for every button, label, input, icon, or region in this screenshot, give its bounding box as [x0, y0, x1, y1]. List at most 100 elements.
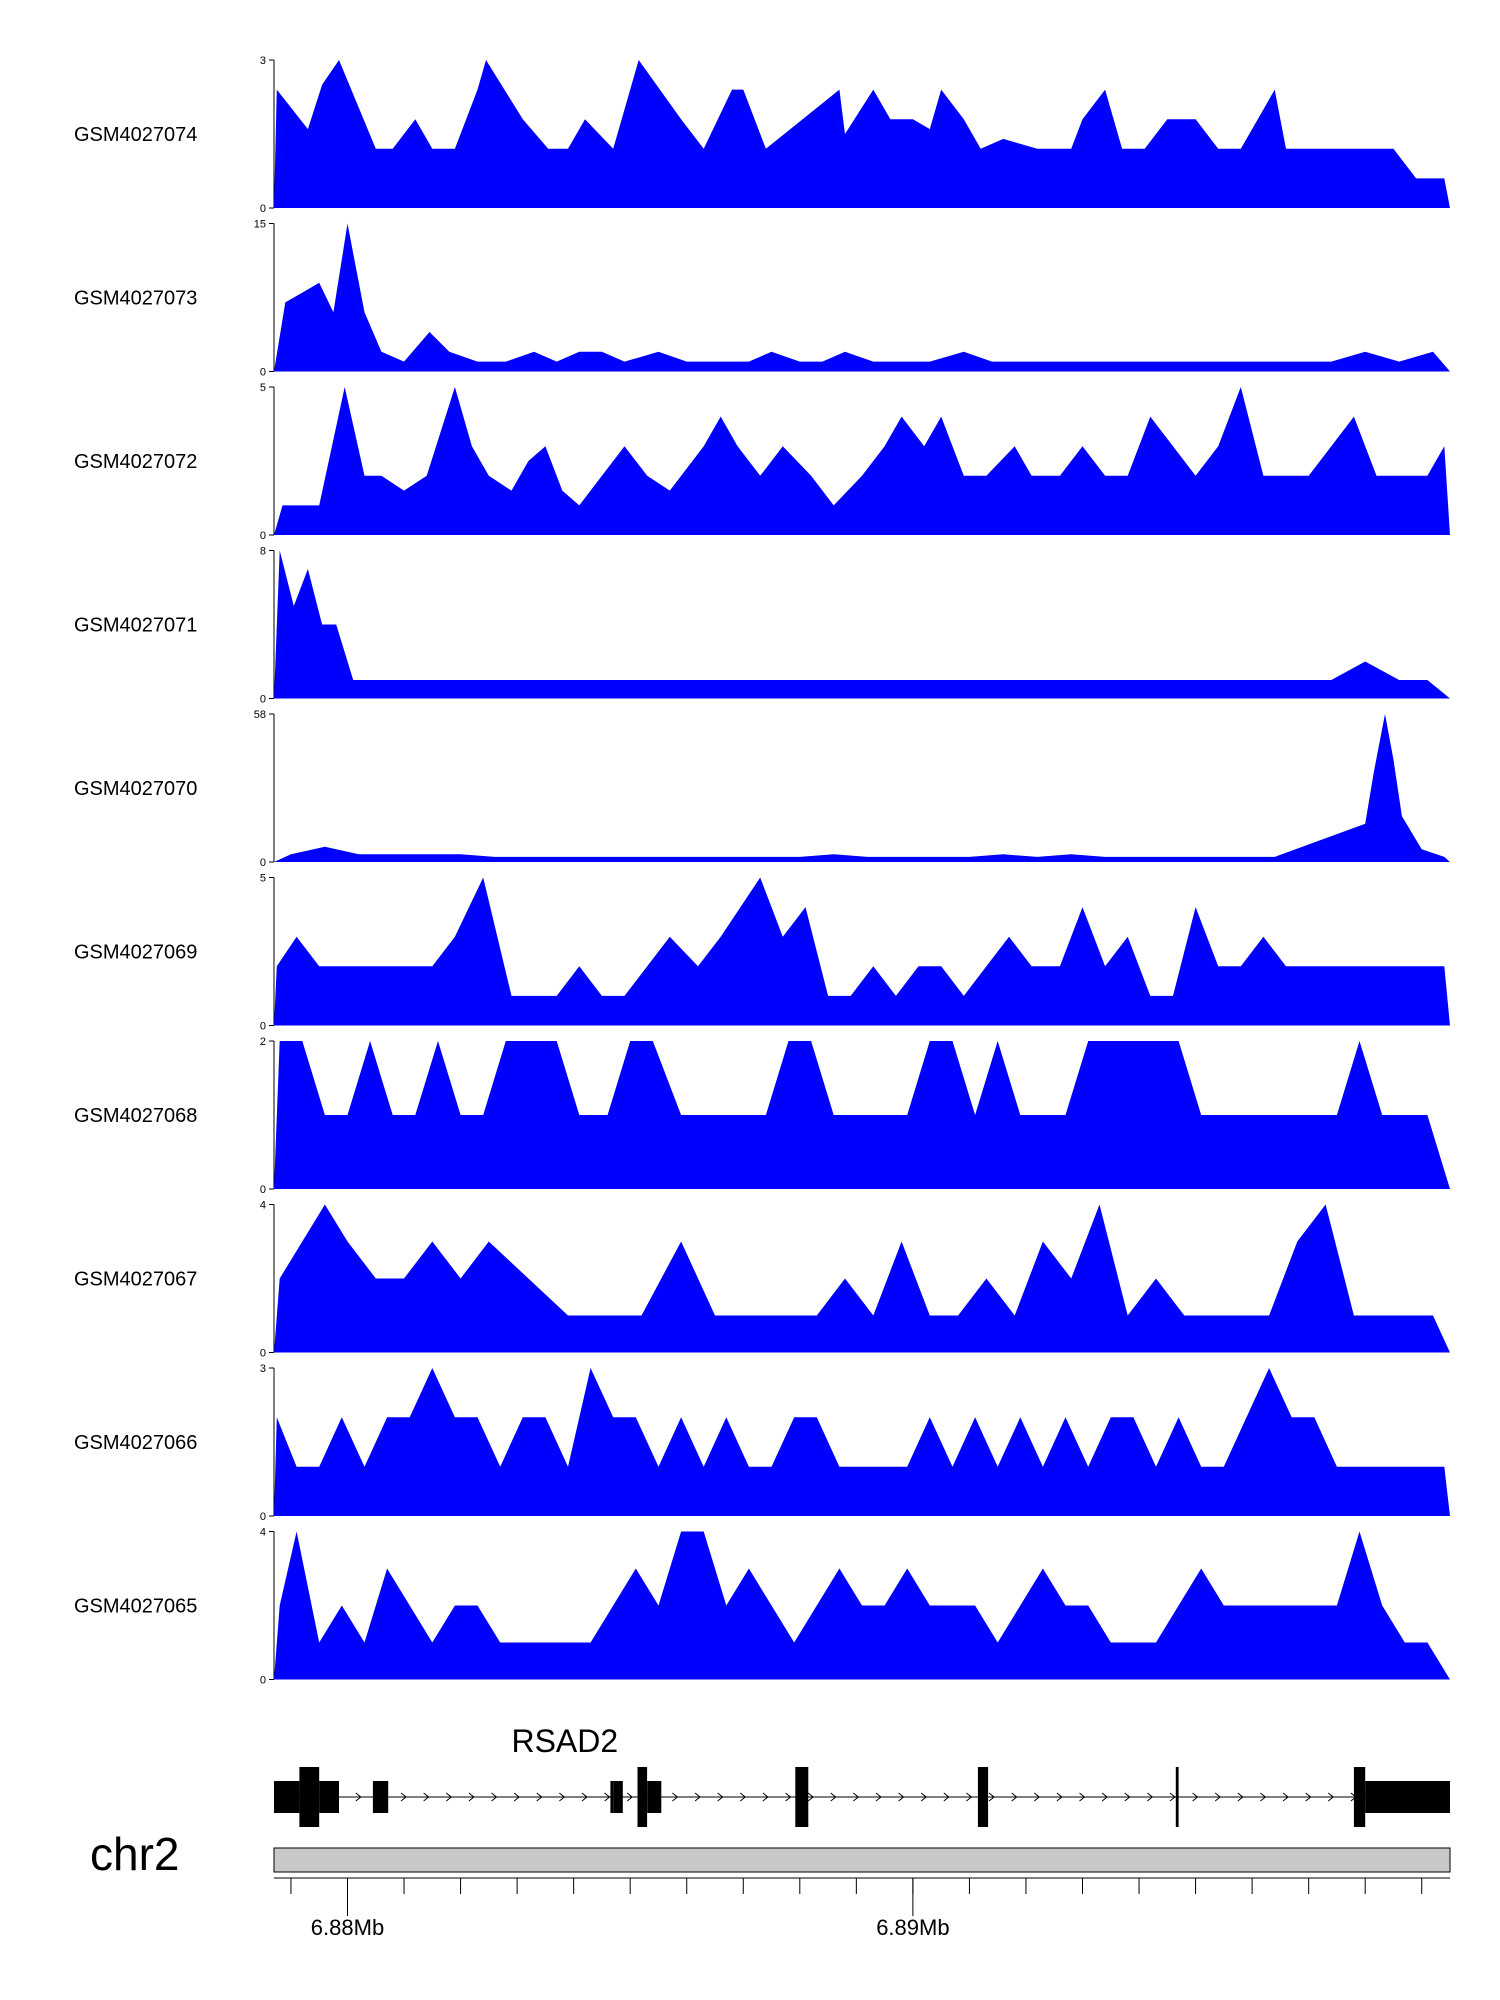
strand-arrow — [830, 1792, 837, 1802]
strand-arrow — [513, 1792, 520, 1802]
strand-arrow — [1079, 1792, 1086, 1802]
strand-arrow — [1327, 1792, 1335, 1802]
strand-arrow — [898, 1792, 905, 1802]
track-GSM4027071: GSM4027071 8 0 — [74, 546, 1450, 706]
track-label: GSM4027072 — [74, 451, 197, 473]
coverage-area — [274, 1041, 1450, 1189]
genome-axis-label: 6.88Mb — [311, 1915, 384, 1940]
strand-arrow — [1169, 1792, 1176, 1802]
track-GSM4027066: GSM4027066 3 0 — [74, 1363, 1450, 1523]
y-tick-label-max: 3 — [260, 1363, 266, 1375]
strand-arrow — [1101, 1792, 1108, 1802]
track-label: GSM4027065 — [74, 1596, 197, 1618]
exon-cds — [977, 1767, 989, 1827]
exon-utr — [610, 1781, 614, 1813]
strand-arrow — [920, 1792, 927, 1802]
strand-arrow — [1192, 1792, 1199, 1802]
y-tick-label-max: 15 — [254, 219, 266, 231]
y-tick-label-max: 5 — [260, 873, 266, 885]
exon-utr — [1365, 1781, 1450, 1813]
track-label: GSM4027070 — [74, 778, 197, 800]
exon-cds — [795, 1767, 809, 1827]
exon-cds — [1175, 1767, 1179, 1827]
exon-utr — [319, 1781, 339, 1813]
y-tick-label-max: 5 — [260, 382, 266, 394]
strand-arrow — [785, 1792, 792, 1802]
strand-arrow — [717, 1792, 724, 1802]
exon-cds — [1353, 1767, 1366, 1827]
y-tick-label-zero: 0 — [260, 530, 266, 542]
track-GSM4027065: GSM4027065 4 0 — [74, 1527, 1450, 1687]
y-tick-label-zero: 0 — [260, 694, 266, 706]
strand-arrow — [626, 1792, 633, 1802]
strand-arrow — [423, 1792, 430, 1802]
strand-arrow — [1260, 1792, 1267, 1802]
strand-arrow — [536, 1792, 543, 1802]
strand-arrow — [1305, 1792, 1312, 1802]
coverage-area — [274, 1368, 1450, 1516]
strand-arrow — [445, 1792, 453, 1802]
y-tick-label-max: 8 — [260, 546, 266, 558]
strand-arrow — [875, 1792, 882, 1802]
exon-utr — [647, 1781, 662, 1813]
track-label: GSM4027074 — [74, 124, 197, 146]
coverage-area — [274, 714, 1450, 862]
strand-arrow — [943, 1792, 950, 1802]
chromosome-axis: chr2 6.88Mb 6.89Mb — [90, 1828, 1451, 1940]
strand-arrow — [762, 1792, 769, 1802]
y-tick-label-max: 4 — [260, 1200, 266, 1212]
exon-cds — [299, 1767, 320, 1827]
track-label: GSM4027066 — [74, 1432, 197, 1454]
y-tick-label-max: 2 — [260, 1036, 266, 1048]
exon-utr — [372, 1781, 389, 1813]
strand-arrow — [1033, 1792, 1041, 1802]
coverage-area — [274, 877, 1450, 1026]
strand-arrow — [559, 1792, 566, 1802]
track-label: GSM4027071 — [74, 615, 197, 637]
y-tick-label-zero: 0 — [260, 1511, 266, 1523]
chromosome-label: chr2 — [90, 1828, 179, 1880]
track-label: GSM4027067 — [74, 1269, 197, 1291]
coverage-tracks: GSM402707430GSM4027073150GSM402707250GSM… — [74, 55, 1450, 1687]
strand-arrow — [672, 1792, 679, 1802]
y-tick-label-zero: 0 — [260, 1675, 266, 1687]
coverage-area — [274, 60, 1450, 208]
exon-utr — [274, 1781, 300, 1813]
gene-track: RSAD2 — [274, 1723, 1450, 1827]
track-label: GSM4027073 — [74, 288, 197, 310]
y-tick-label-zero: 0 — [260, 1021, 266, 1033]
strand-arrow — [739, 1792, 747, 1802]
coverage-area — [274, 1204, 1450, 1353]
coverage-area — [274, 550, 1450, 699]
y-tick-label-max: 4 — [260, 1527, 266, 1539]
strand-arrow — [1011, 1792, 1018, 1802]
track-GSM4027073: GSM4027073 15 0 — [74, 219, 1450, 379]
strand-arrow — [694, 1792, 701, 1802]
gene-name: RSAD2 — [511, 1723, 618, 1759]
track-GSM4027067: GSM4027067 4 0 — [74, 1200, 1450, 1360]
y-tick-label-zero: 0 — [260, 857, 266, 869]
y-tick-label-zero: 0 — [260, 203, 266, 215]
chromosome-band — [273, 1847, 1451, 1873]
coverage-area — [274, 387, 1450, 535]
strand-arrow — [1282, 1792, 1289, 1802]
y-tick-label-zero: 0 — [260, 1184, 266, 1196]
track-GSM4027069: GSM4027069 5 0 — [74, 873, 1450, 1033]
track-GSM4027072: GSM4027072 5 0 — [74, 382, 1450, 542]
strand-arrow — [604, 1792, 611, 1802]
strand-arrow — [1056, 1792, 1063, 1802]
strand-arrow — [853, 1792, 860, 1802]
track-GSM4027074: GSM4027074 3 0 — [74, 55, 1450, 215]
y-tick-label-max: 3 — [260, 55, 266, 67]
strand-arrow — [581, 1792, 588, 1802]
y-tick-label-zero: 0 — [260, 1348, 266, 1360]
y-tick-label-max: 58 — [254, 709, 266, 721]
track-label: GSM4027069 — [74, 942, 197, 964]
coverage-area — [274, 223, 1450, 372]
strand-arrow — [807, 1792, 814, 1802]
strand-arrow — [1124, 1792, 1131, 1802]
strand-arrow — [1237, 1792, 1244, 1802]
strand-arrow — [468, 1792, 475, 1802]
strand-arrow — [491, 1792, 498, 1802]
